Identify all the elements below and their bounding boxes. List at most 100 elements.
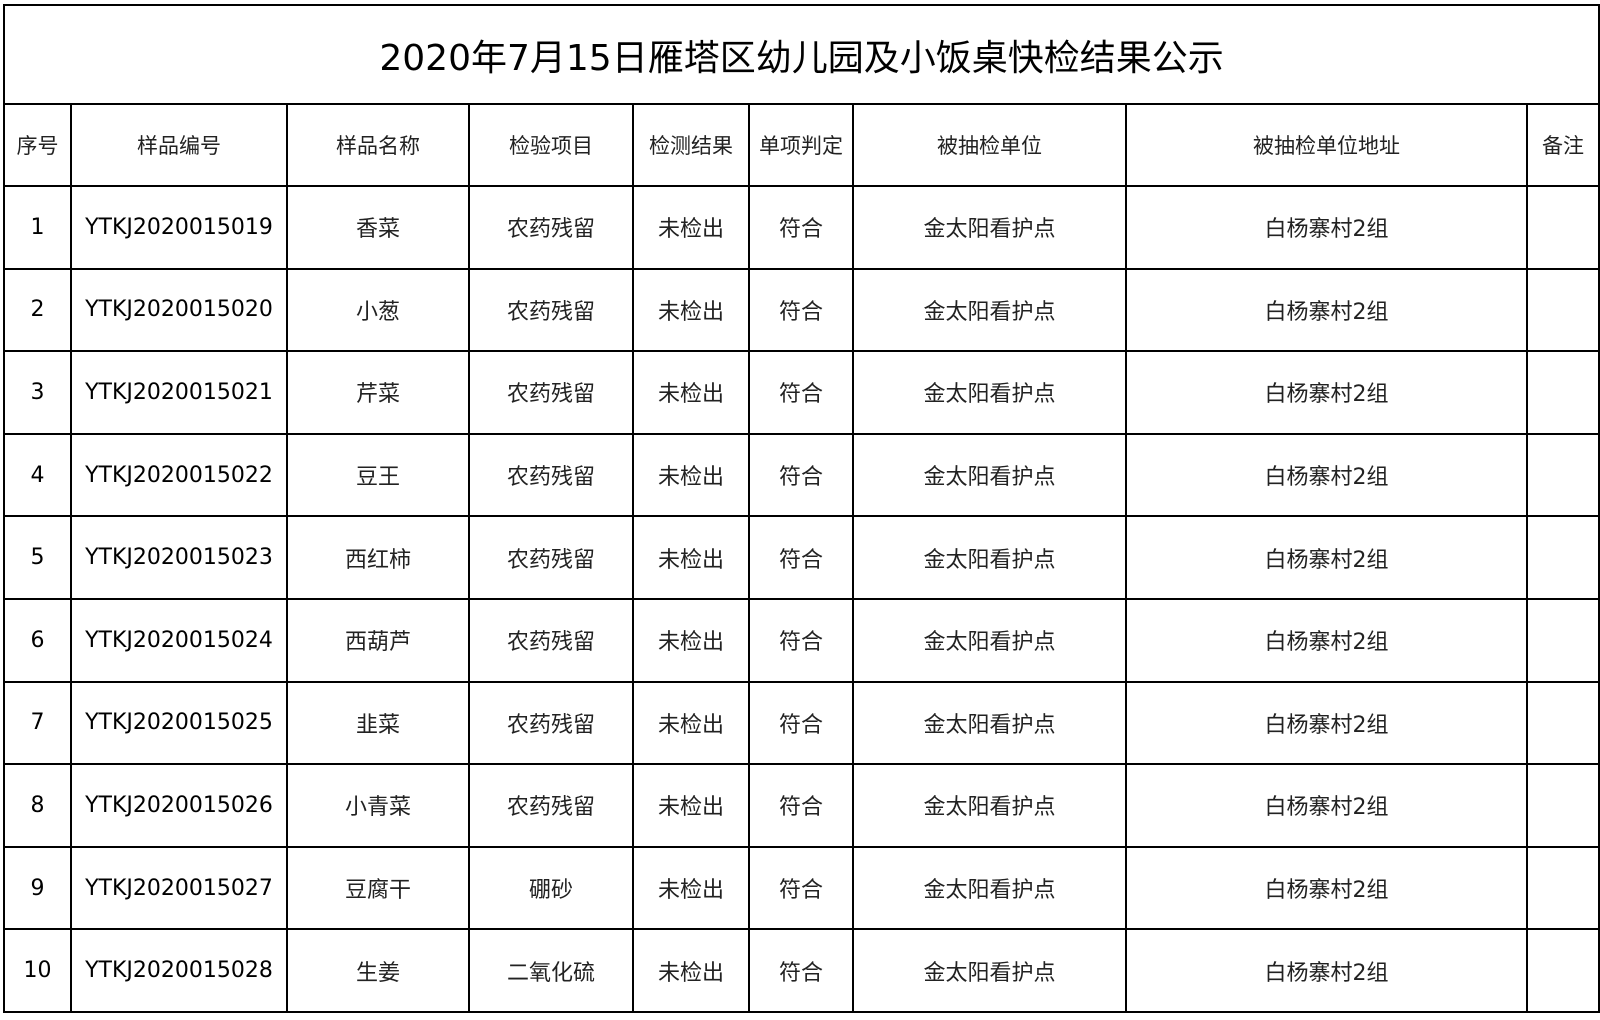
- cell-sample-id: YTKJ2020015021: [70, 350, 288, 435]
- cell-test-item: 农药残留: [468, 267, 634, 353]
- cell-unit: 金太阳看护点: [852, 680, 1127, 766]
- cell-unit: 金太阳看护点: [852, 185, 1127, 270]
- cell-unit: 金太阳看护点: [852, 597, 1127, 683]
- cell-test-item: 硼砂: [468, 845, 634, 931]
- cell-sample-name: 小葱: [286, 267, 470, 353]
- cell-address: 白杨寨村2组: [1125, 350, 1528, 435]
- cell-remarks: [1525, 515, 1600, 600]
- table-row: 5 YTKJ2020015023 西红柿 农药残留 未检出 符合 金太阳看护点 白杨寨村2组: [3, 515, 1600, 600]
- cell-sample-id: YTKJ2020015022: [70, 432, 288, 518]
- cell-index: 8: [3, 763, 72, 848]
- cell-address: 白杨寨村2组: [1125, 845, 1528, 931]
- table-row: 4 YTKJ2020015022 豆王 农药残留 未检出 符合 金太阳看护点 白杨寨村2组: [3, 432, 1600, 518]
- table-row: 1 YTKJ2020015019 香菜 农药残留 未检出 符合 金太阳看护点 白杨寨村2组: [3, 185, 1600, 270]
- cell-sample-id: YTKJ2020015028: [70, 928, 288, 1013]
- table-row: 2 YTKJ2020015020 小葱 农药残留 未检出 符合 金太阳看护点 白杨寨村2组: [3, 267, 1600, 353]
- cell-index: 9: [3, 845, 72, 931]
- cell-test-result: 未检出: [632, 680, 750, 766]
- cell-address: 白杨寨村2组: [1125, 928, 1528, 1013]
- cell-test-result: 未检出: [632, 845, 750, 931]
- header-test-result: 检测结果: [632, 103, 750, 187]
- cell-index: 10: [3, 928, 72, 1013]
- cell-remarks: [1525, 350, 1600, 435]
- cell-sample-id: YTKJ2020015026: [70, 763, 288, 848]
- cell-sample-name: 豆王: [286, 432, 470, 518]
- cell-sample-id: YTKJ2020015024: [70, 597, 288, 683]
- cell-sample-name: 生姜: [286, 928, 470, 1013]
- cell-test-item: 农药残留: [468, 763, 634, 848]
- cell-unit: 金太阳看护点: [852, 763, 1127, 848]
- table-row: 10 YTKJ2020015028 生姜 二氧化硫 未检出 符合 金太阳看护点 白杨寨村2组: [3, 928, 1600, 1013]
- cell-unit: 金太阳看护点: [852, 350, 1127, 435]
- cell-judgement: 符合: [748, 845, 854, 931]
- cell-remarks: [1525, 185, 1600, 270]
- cell-test-result: 未检出: [632, 267, 750, 353]
- cell-sample-name: 韭菜: [286, 680, 470, 766]
- cell-test-item: 二氧化硫: [468, 928, 634, 1013]
- cell-address: 白杨寨村2组: [1125, 763, 1528, 848]
- cell-remarks: [1525, 763, 1600, 848]
- cell-unit: 金太阳看护点: [852, 432, 1127, 518]
- cell-test-item: 农药残留: [468, 432, 634, 518]
- cell-unit: 金太阳看护点: [852, 845, 1127, 931]
- results-table: 2020年7月15日雁塔区幼儿园及小饭桌快检结果公示 序号 样品编号 样品名称 …: [2, 4, 1600, 1013]
- cell-unit: 金太阳看护点: [852, 267, 1127, 353]
- cell-sample-id: YTKJ2020015027: [70, 845, 288, 931]
- cell-index: 5: [3, 515, 72, 600]
- cell-unit: 金太阳看护点: [852, 928, 1127, 1013]
- cell-index: 7: [3, 680, 72, 766]
- cell-test-result: 未检出: [632, 432, 750, 518]
- header-unit: 被抽检单位: [852, 103, 1127, 187]
- cell-address: 白杨寨村2组: [1125, 515, 1528, 600]
- cell-judgement: 符合: [748, 267, 854, 353]
- cell-address: 白杨寨村2组: [1125, 185, 1528, 270]
- cell-address: 白杨寨村2组: [1125, 680, 1528, 766]
- cell-sample-id: YTKJ2020015020: [70, 267, 288, 353]
- cell-index: 2: [3, 267, 72, 353]
- cell-address: 白杨寨村2组: [1125, 267, 1528, 353]
- cell-sample-name: 豆腐干: [286, 845, 470, 931]
- cell-test-item: 农药残留: [468, 350, 634, 435]
- header-address: 被抽检单位地址: [1125, 103, 1528, 187]
- header-test-item: 检验项目: [468, 103, 634, 187]
- cell-address: 白杨寨村2组: [1125, 432, 1528, 518]
- cell-judgement: 符合: [748, 763, 854, 848]
- cell-remarks: [1525, 267, 1600, 353]
- table-row: 9 YTKJ2020015027 豆腐干 硼砂 未检出 符合 金太阳看护点 白杨寨村2组: [3, 845, 1600, 931]
- cell-test-result: 未检出: [632, 763, 750, 848]
- cell-judgement: 符合: [748, 185, 854, 270]
- cell-index: 1: [3, 185, 72, 270]
- cell-sample-name: 西葫芦: [286, 597, 470, 683]
- table-row: 8 YTKJ2020015026 小青菜 农药残留 未检出 符合 金太阳看护点 白杨寨村2组: [3, 763, 1600, 848]
- header-row: 序号 样品编号 样品名称 检验项目 检测结果 单项判定 被抽检单位 被抽检单位地…: [3, 103, 1600, 187]
- cell-test-item: 农药残留: [468, 597, 634, 683]
- cell-remarks: [1525, 432, 1600, 518]
- cell-remarks: [1525, 928, 1600, 1013]
- cell-index: 6: [3, 597, 72, 683]
- cell-test-result: 未检出: [632, 928, 750, 1013]
- cell-sample-name: 香菜: [286, 185, 470, 270]
- cell-index: 3: [3, 350, 72, 435]
- header-sample-id: 样品编号: [70, 103, 288, 187]
- cell-test-result: 未检出: [632, 597, 750, 683]
- header-judgement: 单项判定: [748, 103, 854, 187]
- cell-sample-name: 西红柿: [286, 515, 470, 600]
- cell-sample-id: YTKJ2020015025: [70, 680, 288, 766]
- cell-judgement: 符合: [748, 432, 854, 518]
- header-sample-name: 样品名称: [286, 103, 470, 187]
- cell-remarks: [1525, 845, 1600, 931]
- table-row: 6 YTKJ2020015024 西葫芦 农药残留 未检出 符合 金太阳看护点 白杨寨村2组: [3, 597, 1600, 683]
- cell-test-item: 农药残留: [468, 185, 634, 270]
- table-row: 7 YTKJ2020015025 韭菜 农药残留 未检出 符合 金太阳看护点 白杨寨村2组: [3, 680, 1600, 766]
- cell-test-result: 未检出: [632, 185, 750, 270]
- cell-address: 白杨寨村2组: [1125, 597, 1528, 683]
- cell-test-item: 农药残留: [468, 515, 634, 600]
- cell-test-result: 未检出: [632, 515, 750, 600]
- header-index: 序号: [3, 103, 72, 187]
- cell-unit: 金太阳看护点: [852, 515, 1127, 600]
- cell-index: 4: [3, 432, 72, 518]
- cell-sample-name: 芹菜: [286, 350, 470, 435]
- cell-test-item: 农药残留: [468, 680, 634, 766]
- cell-sample-name: 小青菜: [286, 763, 470, 848]
- cell-remarks: [1525, 680, 1600, 766]
